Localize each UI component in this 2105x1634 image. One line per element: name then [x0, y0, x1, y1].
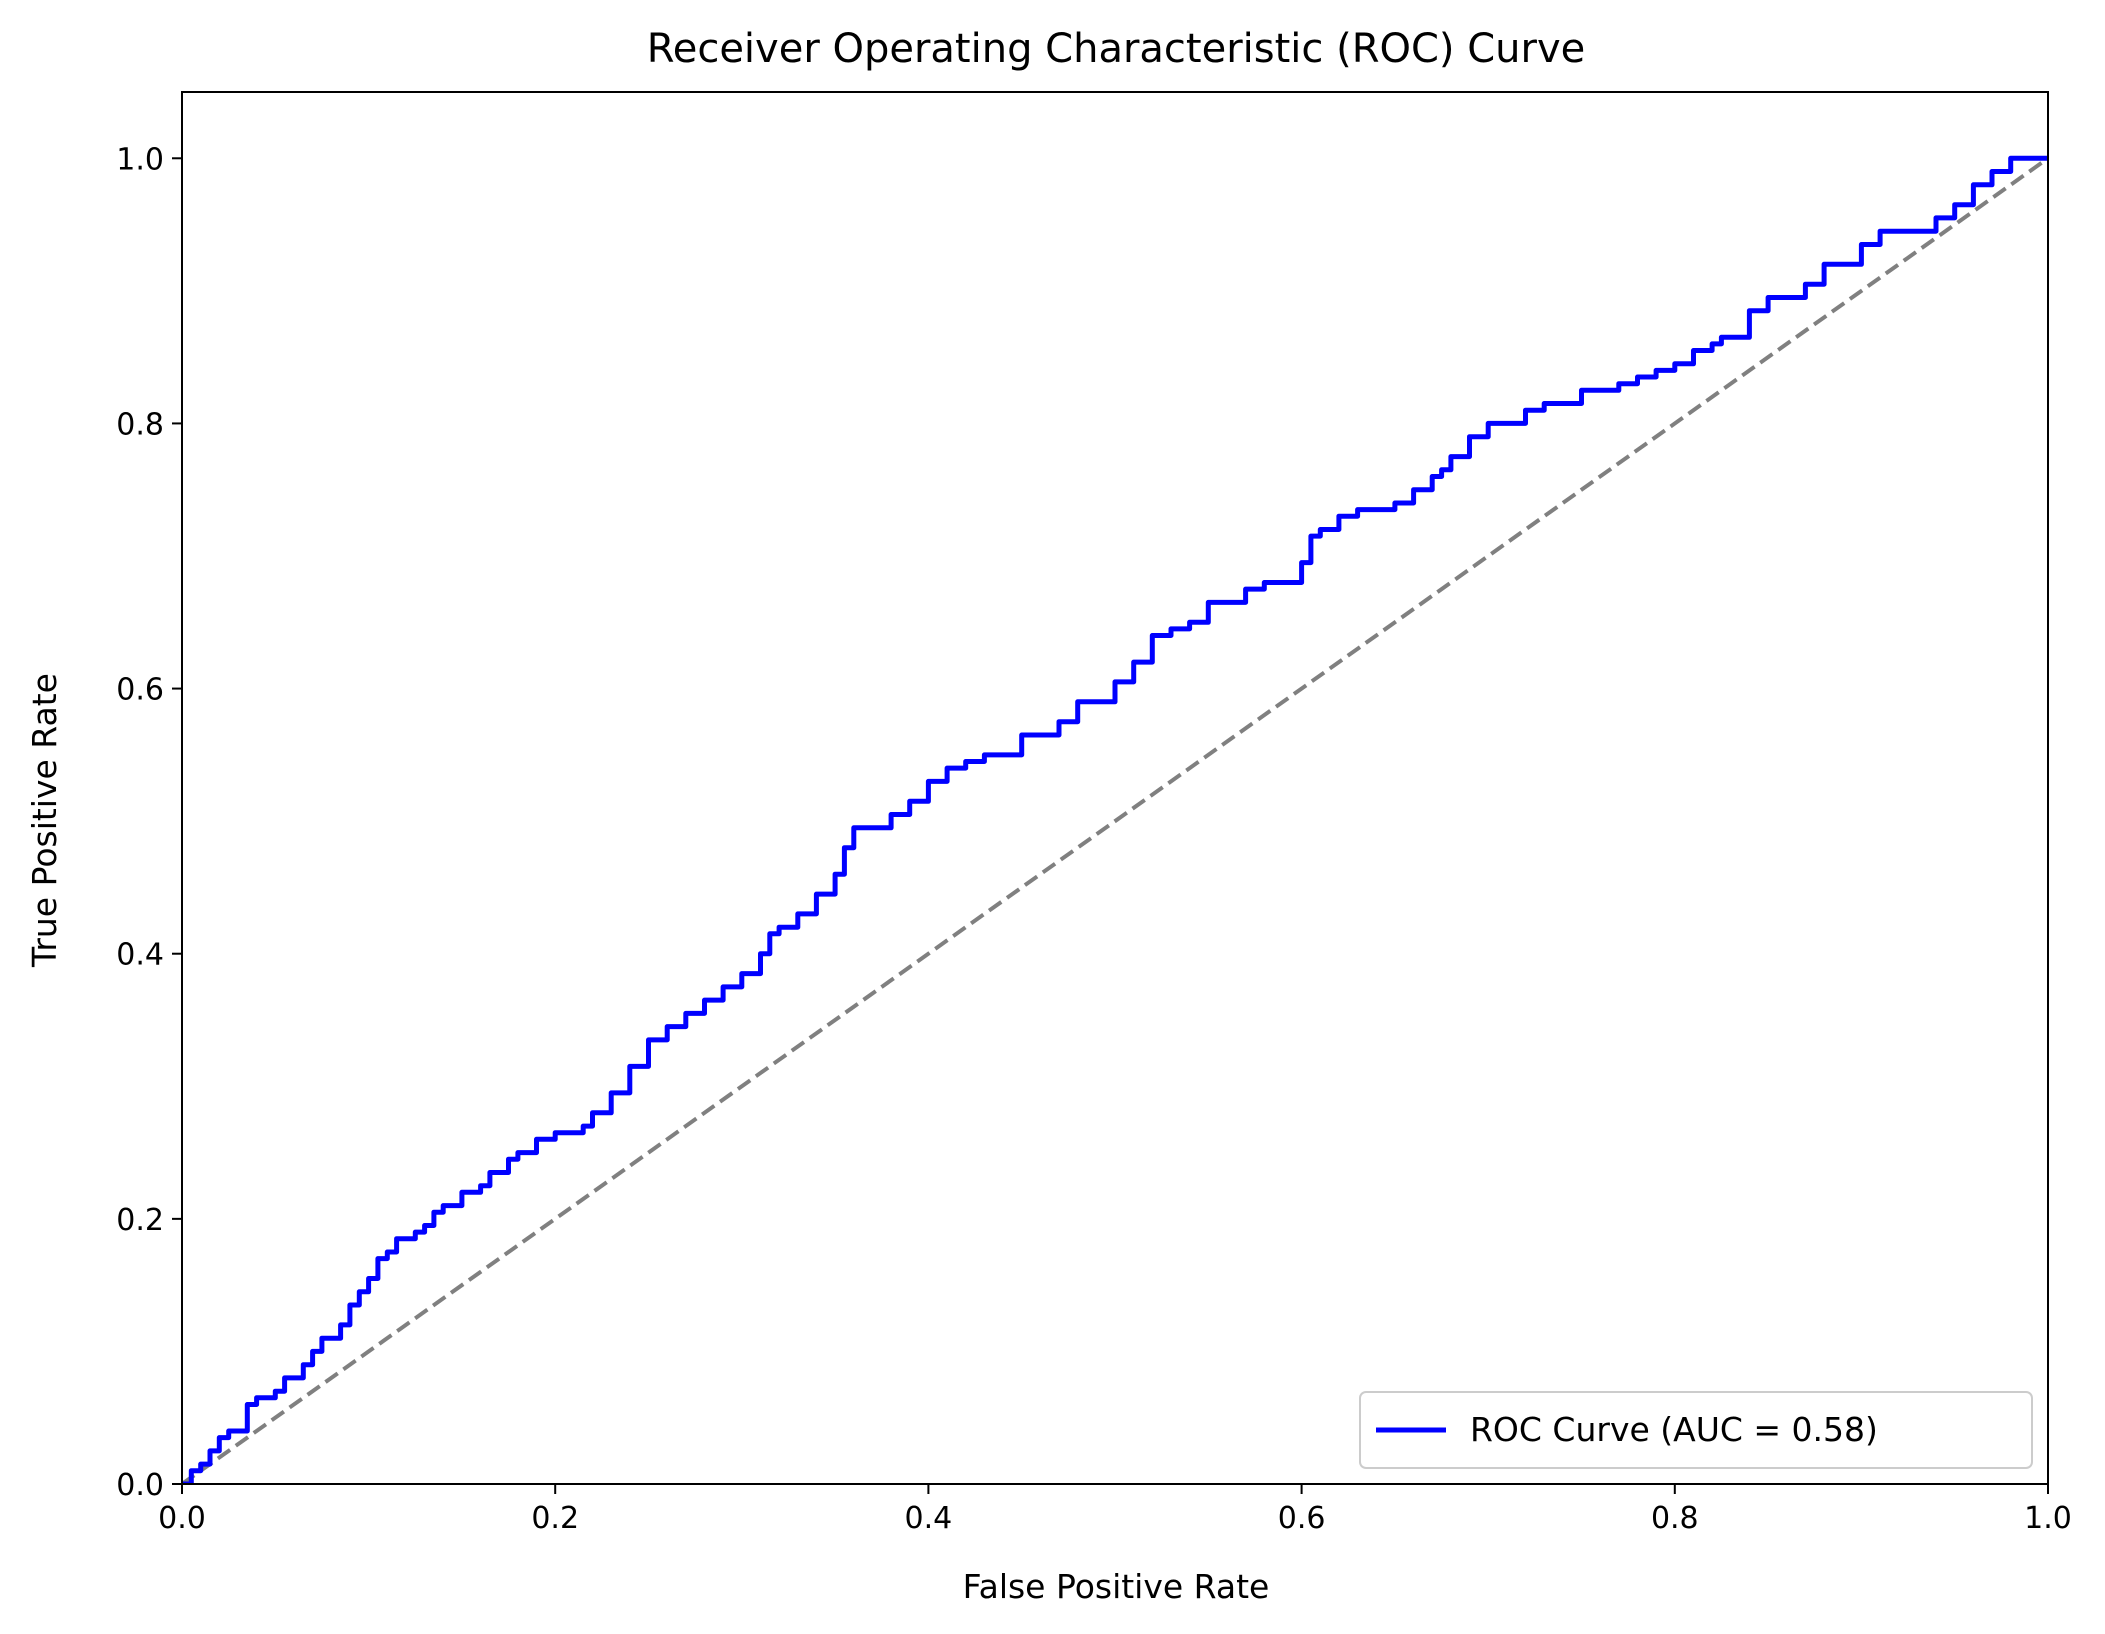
chart-title: Receiver Operating Characteristic (ROC) …: [647, 26, 1586, 72]
legend-label: ROC Curve (AUC = 0.58): [1470, 1410, 1878, 1449]
y-tick-label: 0.0: [116, 1468, 164, 1503]
diagonal-reference-line: [182, 156, 2048, 1484]
roc-curve-line: [182, 155, 2048, 1484]
x-tick-label: 0.8: [1651, 1501, 1699, 1536]
x-tick-label: 0.4: [905, 1501, 953, 1536]
y-tick-label: 0.8: [116, 407, 164, 442]
axes-frame: [181, 91, 2049, 1485]
axis-ticks: 0.0 0.2 0.4 0.6 0.8 1.0 0.0 0.2 0.4 0.6 0.8 1.0: [116, 142, 2072, 1536]
legend-box: [1359, 1391, 2033, 1469]
x-tick-label: 1.0: [2024, 1501, 2072, 1536]
y-tick-label: 1.0: [116, 142, 164, 177]
y-tick-label: 0.4: [116, 938, 164, 973]
y-tick-label: 0.2: [116, 1203, 164, 1238]
x-tick-label: 0.0: [158, 1501, 206, 1536]
plot-area: [181, 91, 2049, 1485]
legend: ROC Curve (AUC = 0.58): [1359, 1391, 2033, 1469]
x-tick-label: 0.6: [1278, 1501, 1326, 1536]
y-tick-label: 0.6: [116, 673, 164, 708]
y-axis-title: True Positive Rate: [25, 673, 64, 968]
x-axis-title: False Positive Rate: [963, 1567, 1270, 1606]
x-tick-label: 0.2: [531, 1501, 579, 1536]
